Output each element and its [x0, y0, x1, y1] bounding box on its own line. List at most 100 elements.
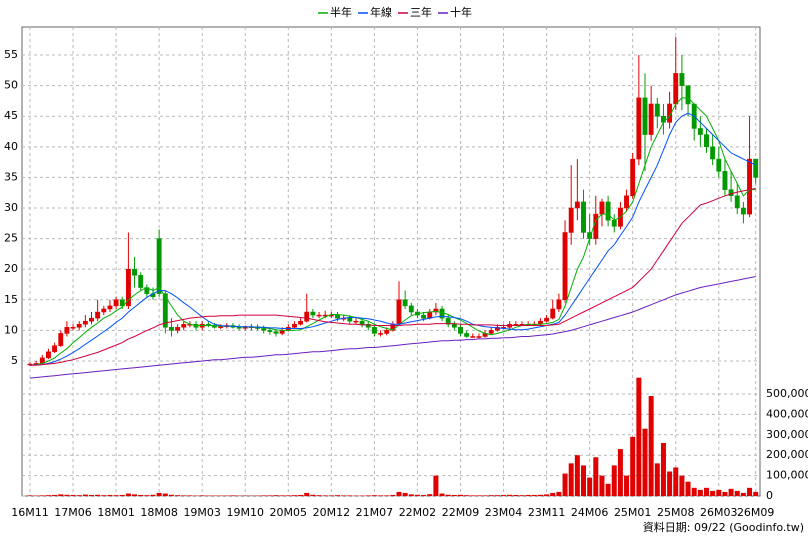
candle-body [488, 330, 494, 334]
volume-bar [654, 463, 660, 496]
volume-bar [52, 494, 58, 496]
x-tick-label: 26M03 [700, 506, 738, 519]
y-tick-label: 25 [4, 232, 18, 245]
volume-bar [298, 494, 304, 496]
volume-bar [753, 491, 759, 496]
legend-label: 三年 [410, 5, 432, 19]
candle-body [175, 327, 181, 331]
volume-bar [347, 495, 353, 496]
candle-body [673, 73, 679, 105]
candle-body [101, 308, 107, 313]
volume-bar [562, 473, 568, 496]
x-tick-label: 20M12 [313, 506, 351, 519]
volume-bar [335, 495, 340, 496]
volume-bar [611, 465, 617, 496]
volume-bar [384, 495, 390, 496]
volume-bar [519, 495, 525, 496]
y-tick-label: 45 [4, 109, 18, 122]
volume-bar [531, 494, 537, 496]
x-tick-label: 19M03 [183, 506, 221, 519]
volume-bar [291, 495, 297, 496]
volume-bar [390, 494, 396, 496]
x-tick-label: 17M06 [54, 506, 92, 519]
y-tick-label: 35 [4, 170, 18, 183]
volume-bar [365, 495, 371, 496]
volume-bar [76, 495, 82, 496]
volume-bar [550, 492, 556, 496]
candle-body [642, 97, 648, 135]
volume-bar [568, 463, 574, 496]
candle-body [697, 128, 703, 135]
candle-body [304, 311, 310, 322]
volume-bar [697, 489, 703, 496]
candle-body [451, 324, 457, 328]
volume-bar [138, 494, 144, 496]
volume-bar [144, 495, 150, 496]
volume-bar [132, 494, 138, 496]
legend-label: 十年 [450, 5, 472, 19]
x-tick-label: 24M06 [571, 506, 609, 519]
candle-body [236, 327, 242, 329]
volume-bar [310, 494, 316, 496]
candle-body [581, 201, 586, 233]
y2-tick-label: 200,000 [766, 448, 808, 461]
x-tick-label: 23M11 [528, 506, 566, 519]
volume-bar [45, 495, 51, 496]
volume-bar [537, 494, 543, 496]
volume-bar [445, 494, 451, 496]
volume-bar [710, 490, 716, 496]
candle-body [445, 317, 451, 325]
volume-bar [513, 494, 519, 496]
volume-bar [525, 494, 531, 496]
volume-bar [162, 493, 168, 496]
volume-bar [64, 494, 70, 496]
candle-body [611, 219, 617, 227]
candle-body [704, 134, 709, 148]
volume-bar [279, 495, 285, 496]
volume-bar [107, 494, 113, 496]
candle-body [433, 308, 439, 313]
y-tick-label: 50 [4, 79, 18, 92]
candle-body [89, 317, 94, 322]
candle-body [740, 207, 746, 215]
volume-bar [421, 494, 427, 496]
volume-bar [304, 492, 310, 496]
candle-body [298, 320, 304, 325]
x-tick-label: 22M09 [442, 506, 480, 519]
candle-body [76, 324, 82, 328]
volume-bar [427, 494, 433, 496]
candle-body [384, 330, 390, 334]
candle-body [46, 351, 51, 359]
y-tick-label: 5 [11, 354, 18, 367]
y-tick-label: 30 [4, 201, 18, 214]
volume-bar [408, 494, 414, 496]
y2-tick-label: 400,000 [766, 407, 808, 420]
volume-bar [261, 495, 267, 496]
y-tick-label: 40 [4, 140, 18, 153]
ma-line [29, 97, 756, 366]
candle-body [593, 213, 599, 239]
volume-bar [747, 487, 753, 496]
volume-bar [156, 492, 162, 496]
candle-body [218, 326, 224, 328]
volume-bar [181, 495, 187, 496]
candle-body [58, 333, 64, 346]
candle-body [753, 158, 759, 178]
legend-label: 年線 [370, 5, 392, 19]
volume-bar [482, 495, 488, 496]
x-tick-label: 26M09 [737, 506, 775, 519]
candle-body [353, 320, 359, 323]
candle-body [556, 299, 562, 310]
candle-body [427, 311, 433, 319]
y-tick-label: 55 [4, 48, 18, 61]
candle-body [156, 238, 162, 294]
volume-bar [470, 495, 476, 496]
volume-bar [722, 491, 728, 496]
candle-body [132, 268, 138, 276]
volume-bar [175, 495, 181, 496]
volume-bar [150, 494, 156, 496]
ma-line [29, 276, 756, 379]
candle-body [64, 327, 70, 334]
volume-bar [378, 495, 384, 496]
